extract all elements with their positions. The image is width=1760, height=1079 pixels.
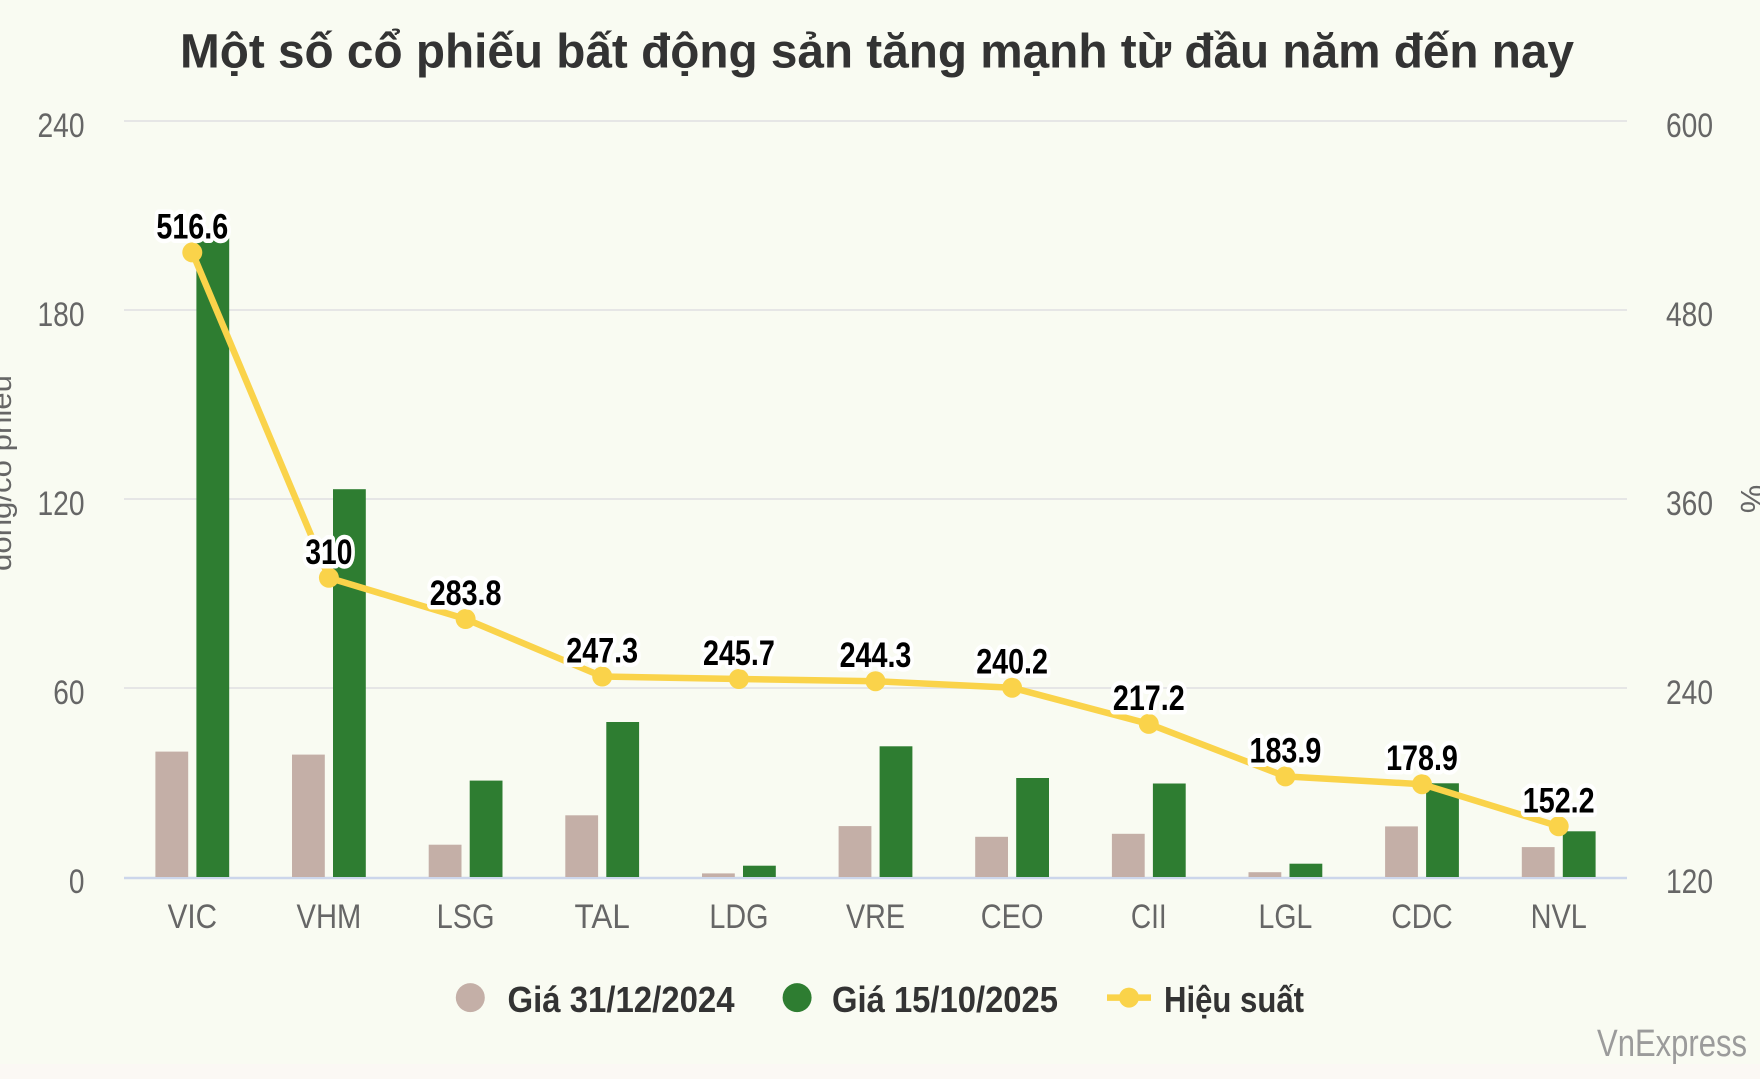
svg-text:244.3: 244.3 bbox=[840, 636, 912, 675]
svg-text:Giá 15/10/2025: Giá 15/10/2025 bbox=[832, 979, 1058, 1020]
svg-text:VIC: VIC bbox=[168, 898, 217, 936]
svg-text:60: 60 bbox=[53, 674, 84, 712]
svg-text:180: 180 bbox=[38, 296, 85, 334]
svg-text:VRE: VRE bbox=[846, 898, 905, 936]
svg-text:VHM: VHM bbox=[297, 898, 362, 936]
svg-text:%: % bbox=[1734, 485, 1760, 513]
svg-text:283.8: 283.8 bbox=[430, 574, 502, 613]
svg-text:120: 120 bbox=[38, 485, 85, 523]
svg-text:217.2: 217.2 bbox=[1113, 679, 1185, 718]
svg-text:Một số cổ phiếu bất động sản t: Một số cổ phiếu bất động sản tăng mạnh t… bbox=[180, 26, 1574, 79]
svg-text:Hiệu suất: Hiệu suất bbox=[1164, 979, 1304, 1020]
svg-text:đồng/cổ phiếu: đồng/cổ phiếu bbox=[0, 375, 18, 571]
svg-text:183.9: 183.9 bbox=[1250, 731, 1322, 770]
svg-text:Giá 31/12/2024: Giá 31/12/2024 bbox=[508, 979, 735, 1020]
svg-text:0: 0 bbox=[69, 863, 85, 901]
svg-text:310: 310 bbox=[305, 533, 352, 572]
svg-text:178.9: 178.9 bbox=[1386, 739, 1458, 778]
svg-text:LGL: LGL bbox=[1259, 898, 1313, 936]
svg-text:240.2: 240.2 bbox=[976, 643, 1048, 682]
svg-text:240: 240 bbox=[38, 107, 85, 145]
svg-text:LSG: LSG bbox=[437, 898, 495, 936]
svg-text:245.7: 245.7 bbox=[703, 634, 775, 673]
svg-text:360: 360 bbox=[1666, 485, 1713, 523]
svg-text:247.3: 247.3 bbox=[566, 632, 638, 671]
svg-text:VnExpress: VnExpress bbox=[1597, 1023, 1747, 1065]
svg-text:NVL: NVL bbox=[1531, 898, 1587, 936]
svg-text:600: 600 bbox=[1666, 107, 1713, 145]
svg-text:CEO: CEO bbox=[981, 898, 1044, 936]
svg-text:LDG: LDG bbox=[709, 898, 768, 936]
svg-text:TAL: TAL bbox=[575, 898, 630, 936]
svg-text:240: 240 bbox=[1666, 674, 1713, 712]
svg-text:152.2: 152.2 bbox=[1523, 781, 1595, 820]
svg-text:CDC: CDC bbox=[1391, 898, 1452, 936]
svg-text:516.6: 516.6 bbox=[156, 207, 228, 246]
svg-text:480: 480 bbox=[1666, 296, 1713, 334]
svg-text:120: 120 bbox=[1666, 863, 1713, 901]
svg-text:CII: CII bbox=[1131, 898, 1167, 936]
